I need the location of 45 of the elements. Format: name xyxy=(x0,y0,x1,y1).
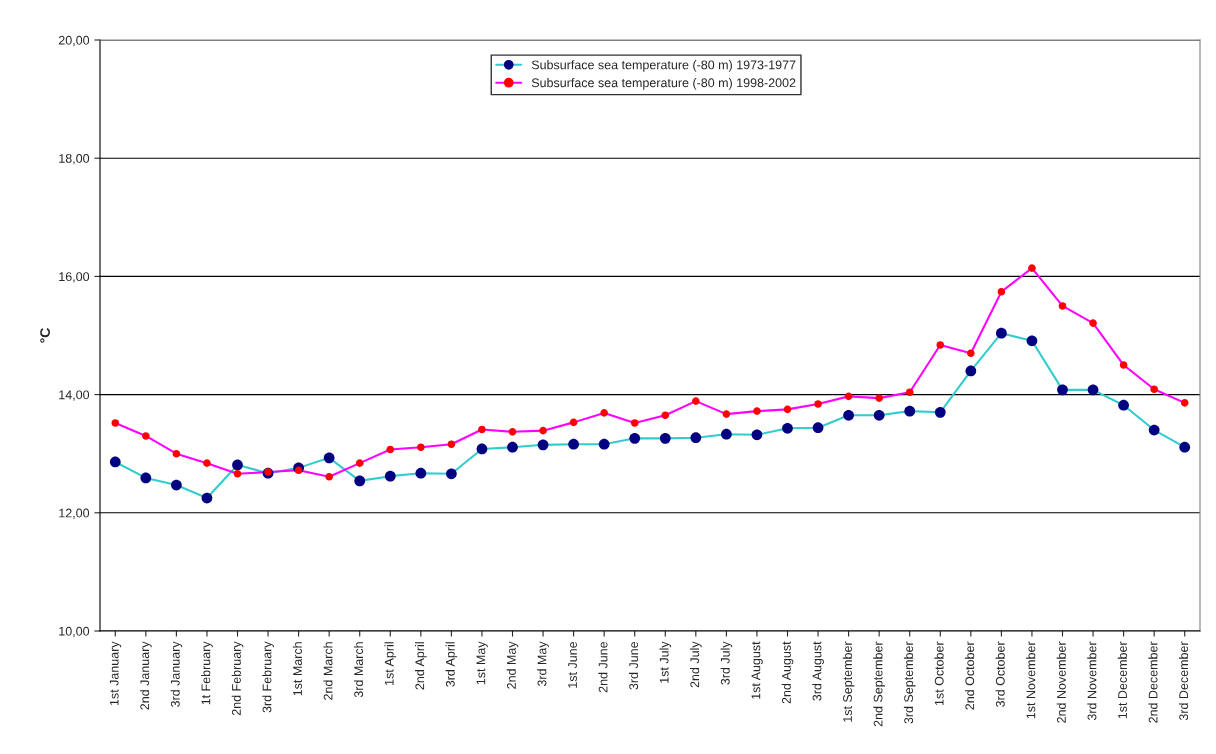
x-tick-label: 1st July xyxy=(659,641,672,683)
y-tick-label: 20,00 xyxy=(58,35,90,47)
y-tick-label: 16,00 xyxy=(59,272,90,283)
x-tick-label: 3rd October xyxy=(995,641,1005,707)
x-tick-label: 1st August xyxy=(751,641,763,699)
x-tick-label: 1t February xyxy=(201,641,213,705)
x-tick-label: 1st September xyxy=(842,641,855,722)
x-tick-label: 2nd September xyxy=(873,641,885,727)
x-tick-label: 1st October xyxy=(934,641,944,706)
y-tick-label: 14,00 xyxy=(59,390,90,401)
x-tick-label: 3rd December xyxy=(1178,641,1189,721)
x-tick-label: 3rd August xyxy=(812,641,824,701)
x-tick-label: 1st May xyxy=(476,641,488,685)
x-tick-label: 3rd February xyxy=(262,641,274,713)
x-tick-label: 1st December xyxy=(1117,641,1127,719)
x-tick-label: 3rd July xyxy=(720,641,733,685)
x-tick-label: 2nd January xyxy=(140,641,152,710)
x-tick-label: 3rd June xyxy=(628,641,639,690)
x-tick-label: 2nd July xyxy=(690,641,702,688)
x-tick-label: 2nd May xyxy=(506,641,519,689)
x-tick-label: 1st January xyxy=(109,641,122,706)
x-tick-label: 2nd October xyxy=(965,641,975,710)
x-tick-label: 1st June xyxy=(568,641,577,688)
y-tick-label: 12,00 xyxy=(59,508,90,519)
x-tick-label: 2nd December xyxy=(1148,641,1158,723)
x-tick-label: 2nd February xyxy=(231,641,244,716)
x-tick-label: 3rd September xyxy=(903,641,916,724)
x-tick-label: 3rd May xyxy=(537,641,549,687)
x-tick-label: 3rd April xyxy=(445,642,458,687)
x-tick-label: 3rd March xyxy=(353,642,364,698)
x-tick-label: 2nd June xyxy=(598,641,608,693)
legend-label: Subsurface sea temperature (-80 m) 1973-1977 xyxy=(531,60,796,72)
legend-label: Subsurface sea temperature (-80 m) 1998-2002 xyxy=(531,78,796,90)
y-tick-label: 18,00 xyxy=(59,154,90,165)
x-tick-label: 1st April xyxy=(384,642,397,685)
x-tick-label: 2nd November xyxy=(1056,641,1066,723)
x-tick-label: 1st March xyxy=(292,642,302,696)
y-axis-title: °C xyxy=(40,328,51,343)
x-tick-label: 2nd April xyxy=(415,642,427,690)
y-tick-label: 10,00 xyxy=(59,626,90,638)
x-tick-label: 3rd November xyxy=(1087,641,1097,721)
x-tick-label: 1st November xyxy=(1026,641,1036,719)
x-tick-label: 2nd August xyxy=(781,641,794,704)
x-tick-label: 3rd January xyxy=(170,641,183,707)
x-tick-label: 2nd March xyxy=(323,642,333,700)
